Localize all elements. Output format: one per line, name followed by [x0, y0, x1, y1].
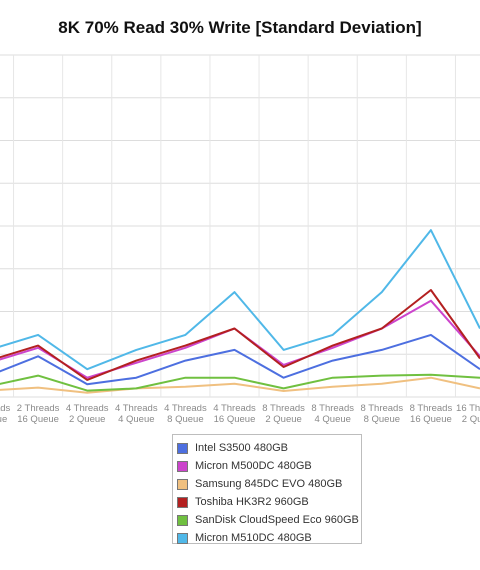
- series-line-micron-m500dc-480gb: [0, 299, 480, 379]
- legend-item: Micron M500DC 480GB: [177, 457, 361, 475]
- grid: [0, 54, 480, 398]
- series-line-toshiba-hk3r2-960gb: [0, 289, 480, 381]
- legend-swatch: [177, 496, 188, 508]
- legend-label: SanDisk CloudSpeed Eco 960GB: [195, 514, 359, 526]
- series-line-samsung-845dc-evo-480gb: [0, 376, 480, 394]
- x-tick-label: 4 Threads 8 Queue: [164, 403, 207, 425]
- chart-title: 8K 70% Read 30% Write [Standard Deviatio…: [58, 18, 422, 37]
- series-line-micron-m510dc-480gb: [0, 229, 480, 371]
- x-tick-label: 8 Threads 8 Queue: [360, 403, 403, 425]
- legend-label: Intel S3500 480GB: [195, 442, 288, 454]
- legend-swatch: [177, 478, 188, 490]
- series-layer: [0, 229, 480, 394]
- legend-label: Micron M510DC 480GB: [195, 532, 312, 544]
- legend-item: Samsung 845DC EVO 480GB: [177, 475, 361, 493]
- legend-item: SanDisk CloudSpeed Eco 960GB: [177, 511, 361, 529]
- legend-item: Toshiba HK3R2 960GB: [177, 493, 361, 511]
- x-tick-label: 4 Threads 16 Queue: [213, 403, 256, 425]
- x-tick-label: 2 Threads 16 Queue: [17, 403, 60, 425]
- series-line-intel-s3500-480gb: [0, 333, 480, 386]
- x-tick-label: 8 Threads 4 Queue: [311, 403, 354, 425]
- legend-swatch: [177, 532, 188, 544]
- series-line-sandisk-cloudspeed-eco-960gb: [0, 373, 480, 392]
- legend-label: Micron M500DC 480GB: [195, 460, 312, 472]
- x-tick-label: 8 Threads 16 Queue: [410, 403, 453, 425]
- legend-swatch: [177, 460, 188, 472]
- legend-label: Samsung 845DC EVO 480GB: [195, 478, 343, 490]
- legend-item: Intel S3500 480GB: [177, 439, 361, 457]
- legend-swatch: [177, 442, 188, 454]
- legend-label: Toshiba HK3R2 960GB: [195, 496, 309, 508]
- legend-item: Micron M510DC 480GB: [177, 529, 361, 547]
- x-tick-label: 4 Threads 4 Queue: [115, 403, 158, 425]
- x-tick-label: 8 Threads 2 Queue: [262, 403, 305, 425]
- legend-swatch: [177, 514, 188, 526]
- legend: Intel S3500 480GB Micron M500DC 480GB Sams…: [172, 434, 362, 544]
- x-tick-label: 4 Threads 2 Queue: [66, 403, 109, 425]
